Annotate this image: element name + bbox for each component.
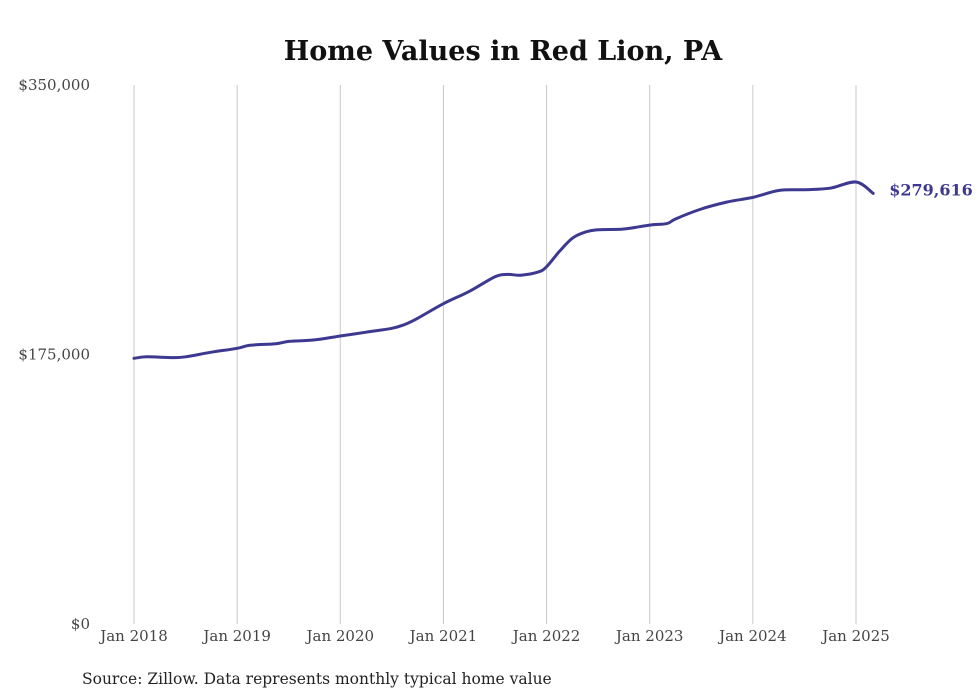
end-value-label: $279,616: [889, 180, 973, 199]
series-line: [132, 180, 875, 360]
x-tick-label: Jan 2025: [820, 627, 890, 645]
y-axis: $0 $175,000 $350,000: [18, 76, 90, 633]
grid: [133, 85, 857, 624]
x-tick-label: Jan 2023: [614, 627, 684, 645]
x-tick-label: Jan 2020: [305, 627, 375, 645]
x-tick-label: Jan 2018: [98, 627, 168, 645]
y-tick-label: $350,000: [18, 76, 90, 94]
y-tick-label: $0: [71, 615, 90, 633]
x-tick-label: Jan 2022: [511, 627, 581, 645]
x-tick-label: Jan 2021: [408, 627, 478, 645]
source-note: Source: Zillow. Data represents monthly …: [82, 670, 552, 688]
x-tick-label: Jan 2019: [201, 627, 271, 645]
chart-title: Home Values in Red Lion, PA: [284, 36, 723, 67]
x-tick-label: Jan 2024: [717, 627, 787, 645]
y-tick-label: $175,000: [18, 346, 90, 364]
x-axis: Jan 2018 Jan 2019 Jan 2020 Jan 2021 Jan 2022…: [98, 627, 890, 645]
